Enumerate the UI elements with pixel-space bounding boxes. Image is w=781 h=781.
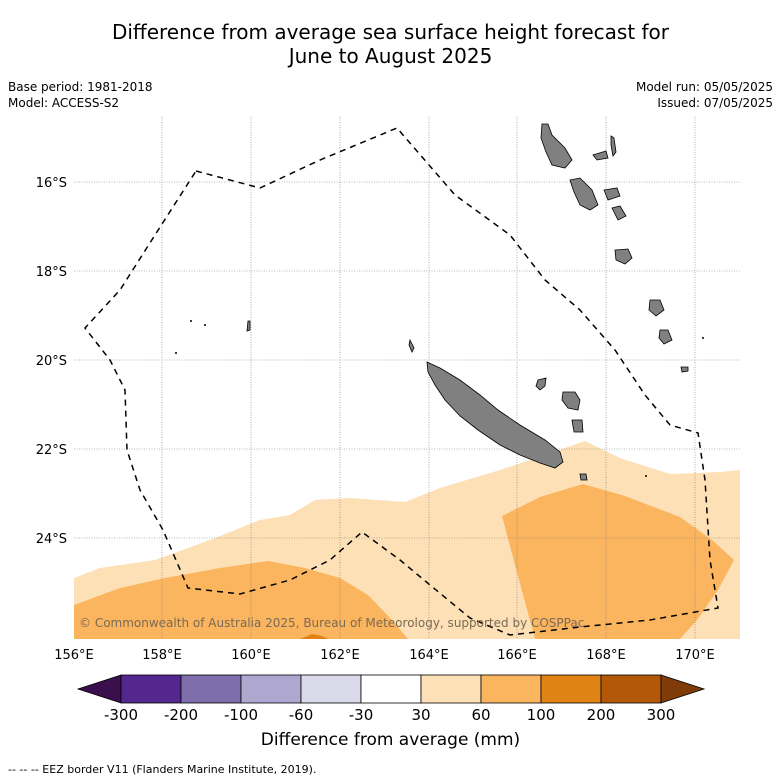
- meta-right: Model run: 05/05/2025 Issued: 07/05/2025: [636, 79, 773, 111]
- colorbar-bin: [420, 674, 482, 704]
- eez-border: [84, 127, 719, 636]
- loyalty-island-2: [561, 391, 581, 411]
- model-name: Model: ACCESS-S2: [8, 96, 120, 110]
- vanuatu-efate: [614, 248, 633, 265]
- colorbar-extend-high: [660, 674, 706, 704]
- colorbar-bin: [540, 674, 602, 704]
- lat-label: 24°S: [36, 532, 67, 547]
- colorbar-tick: -300: [104, 706, 138, 724]
- title-line-1: Difference from average sea surface heig…: [111, 20, 670, 44]
- island: [680, 366, 689, 373]
- vanuatu-epi: [611, 205, 627, 221]
- lon-label: 164°E: [409, 648, 449, 663]
- lon-label: 166°E: [497, 648, 537, 663]
- colorbar-tick: -200: [164, 706, 198, 724]
- issued-date: Issued: 07/05/2025: [657, 96, 773, 110]
- land: [246, 123, 689, 481]
- lon-label: 168°E: [586, 648, 626, 663]
- colorbar-bin: [300, 674, 362, 704]
- vanuatu-erromango: [648, 299, 665, 317]
- island: [579, 473, 588, 481]
- colorbar-tick: 100: [527, 706, 556, 724]
- lon-label: 162°E: [320, 648, 360, 663]
- colorbar: [76, 674, 706, 704]
- lat-label: 22°S: [36, 443, 67, 458]
- lat-label: 16°S: [36, 176, 67, 191]
- colorbar-bin: [240, 674, 302, 704]
- colorbar-tick: 200: [587, 706, 616, 724]
- colorbar-tick: 30: [411, 706, 430, 724]
- island: [408, 338, 415, 353]
- lon-label: 156°E: [54, 648, 94, 663]
- loyalty-island-3: [571, 419, 584, 433]
- colorbar-bin: [360, 674, 422, 704]
- small-islands: [175, 320, 704, 477]
- vanuatu-island: [592, 150, 609, 161]
- vanuatu-espiritu-santo: [540, 123, 573, 169]
- colorbar-bin: [180, 674, 242, 704]
- lon-label: 160°E: [231, 648, 271, 663]
- gridlines: [74, 117, 740, 639]
- model-run: Model run: 05/05/2025: [635, 80, 773, 94]
- colorbar-tick: 300: [647, 706, 676, 724]
- longitude-labels: 156°E 158°E 160°E 162°E 164°E 166°E 168°…: [54, 648, 715, 663]
- lon-label: 170°E: [675, 648, 715, 663]
- lat-label: 18°S: [36, 265, 67, 280]
- loyalty-island-1: [535, 377, 547, 391]
- vanuatu-pentecost: [610, 135, 617, 157]
- colorbar-tick: 60: [471, 706, 490, 724]
- vanuatu-ambrym: [603, 187, 621, 201]
- title-line-2: June to August 2025: [288, 44, 493, 68]
- contour-60-100-east: [502, 484, 734, 639]
- colorbar-ticks: -300 -200 -100 -60 -30 30 60 100 200 300: [104, 706, 675, 724]
- latitude-labels: 16°S 18°S 20°S 22°S 24°S: [36, 176, 67, 547]
- map-title: Difference from average sea surface heig…: [0, 20, 781, 68]
- colorbar-bin: [120, 674, 182, 704]
- colorbar-tick: -30: [349, 706, 374, 724]
- vanuatu-tanna: [658, 329, 673, 345]
- colorbar-bin: [480, 674, 542, 704]
- copyright-text: © Commonwealth of Australia 2025, Bureau…: [79, 616, 584, 630]
- contour-60-100-west: [74, 561, 408, 639]
- vanuatu-malakula: [569, 177, 599, 211]
- colorbar-tick: -60: [289, 706, 314, 724]
- base-period: Base period: 1981-2018: [8, 80, 153, 94]
- colorbar-label: Difference from average (mm): [260, 730, 521, 750]
- colorbar-tick: -100: [224, 706, 258, 724]
- colorbar-extend-low: [76, 674, 122, 704]
- map-area: © Commonwealth of Australia 2025, Bureau…: [74, 117, 740, 639]
- island: [246, 320, 251, 332]
- lat-label: 20°S: [36, 354, 67, 369]
- new-caledonia: [426, 361, 564, 469]
- contour-100-200: [300, 634, 328, 639]
- eez-footnote: -- -- -- EEZ border V11 (Flanders Marine…: [8, 763, 317, 776]
- colorbar-bin: [600, 674, 662, 704]
- meta-left: Base period: 1981-2018 Model: ACCESS-S2: [8, 79, 153, 111]
- lon-label: 158°E: [142, 648, 182, 663]
